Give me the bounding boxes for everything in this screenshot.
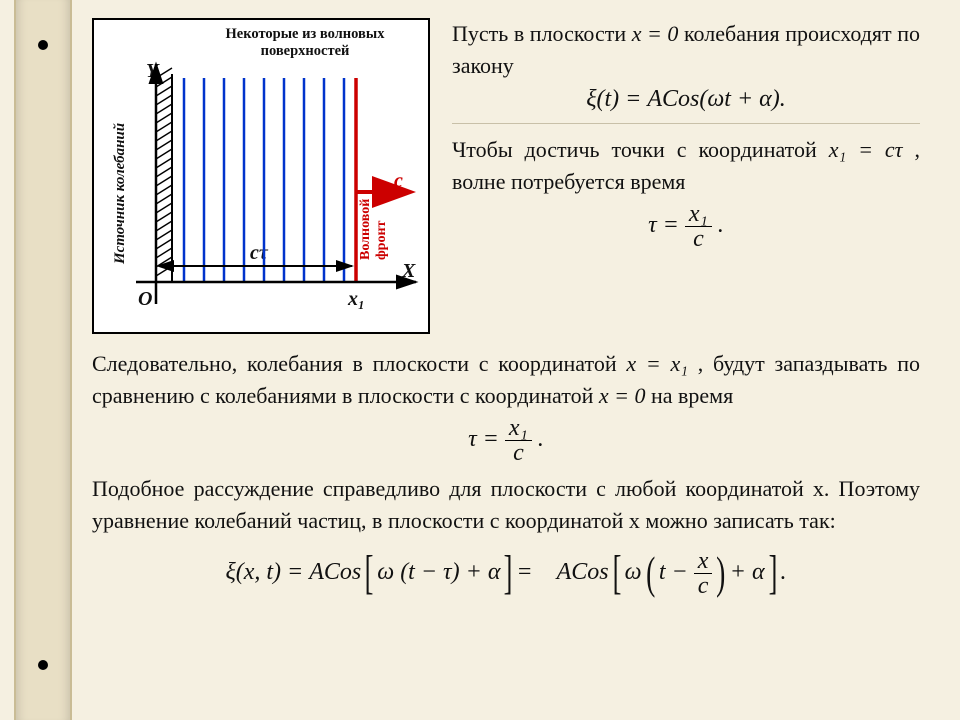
lparen: ( xyxy=(646,550,655,596)
eq3-d: c xyxy=(505,441,532,465)
p3c: на время xyxy=(651,383,733,408)
equation-1: ξ(t) = ACos(ωt + α). xyxy=(450,86,920,113)
inline-eq-x1: x₁ = cτ xyxy=(829,137,903,162)
eq3-lhs: τ = xyxy=(468,426,499,452)
para-1: Пусть в плоскости x = 0 колебания происх… xyxy=(450,18,920,82)
p2a: Чтобы достичь точки с координатой xyxy=(452,137,829,162)
equation-2: τ = x₁ c . xyxy=(450,202,920,251)
eq4-lhs: ξ(x, t) = ACos xyxy=(225,559,361,585)
eq3-end: . xyxy=(538,426,544,452)
lbracket-2: [ xyxy=(612,549,621,597)
lbracket-1: [ xyxy=(365,549,374,597)
eq2-end: . xyxy=(718,212,724,238)
equation-3: τ = x₁ c . xyxy=(92,416,920,465)
eq4-alpha: + α xyxy=(730,559,765,585)
diagram-svg xyxy=(94,20,428,332)
eq2-frac: x₁ c xyxy=(685,202,712,251)
para-3: Следовательно, колебания в плоскости с к… xyxy=(92,348,920,412)
para-2: Чтобы достичь точки с координатой x₁ = c… xyxy=(450,134,920,198)
eq1: ξ(t) = ACos(ωt + α). xyxy=(586,86,786,112)
eq4-end: . xyxy=(781,559,787,585)
wave-diagram: Некоторые из волновых поверхностей Источ… xyxy=(92,18,430,334)
eq4-d: c xyxy=(694,574,713,598)
eq4-body1: (t − τ) + α xyxy=(400,559,500,585)
inline-eq-x0: x = 0 xyxy=(632,21,679,46)
eq4-omega2: ω xyxy=(625,559,642,585)
eq4-omega1: ω xyxy=(377,559,394,585)
inline-eq-xx1: x = x₁ xyxy=(626,351,688,376)
eq4-rhs: ACos xyxy=(557,559,609,585)
rbracket-2: ] xyxy=(768,549,777,597)
eq4-t: t − xyxy=(659,559,688,585)
binder-strip xyxy=(14,0,72,720)
p3a: Следовательно, колебания в плоскости с к… xyxy=(92,351,626,376)
eq2-lhs: τ = xyxy=(648,212,679,238)
eq2-n: x₁ xyxy=(685,202,712,227)
eq2-d: c xyxy=(685,227,712,251)
eq4-n: x xyxy=(694,549,713,574)
eq4-frac: x c xyxy=(694,549,713,598)
rbracket-1: ] xyxy=(504,549,513,597)
right-column: Пусть в плоскости x = 0 колебания происх… xyxy=(450,18,920,251)
rparen: ) xyxy=(716,550,725,596)
eq4-eq: = xyxy=(516,559,538,585)
slide-content: Некоторые из волновых поверхностей Источ… xyxy=(92,18,920,690)
p1a: Пусть в плоскости xyxy=(452,21,632,46)
equation-4: ξ(x, t) = ACos [ ω (t − τ) + α ] = ACos … xyxy=(92,549,920,598)
eq3-n: x₁ xyxy=(505,416,532,441)
separator xyxy=(452,123,920,124)
eq3-frac: x₁ c xyxy=(505,416,532,465)
para-4: Подобное рассуждение справедливо для пло… xyxy=(92,473,920,537)
inline-eq-x0b: x = 0 xyxy=(599,383,646,408)
